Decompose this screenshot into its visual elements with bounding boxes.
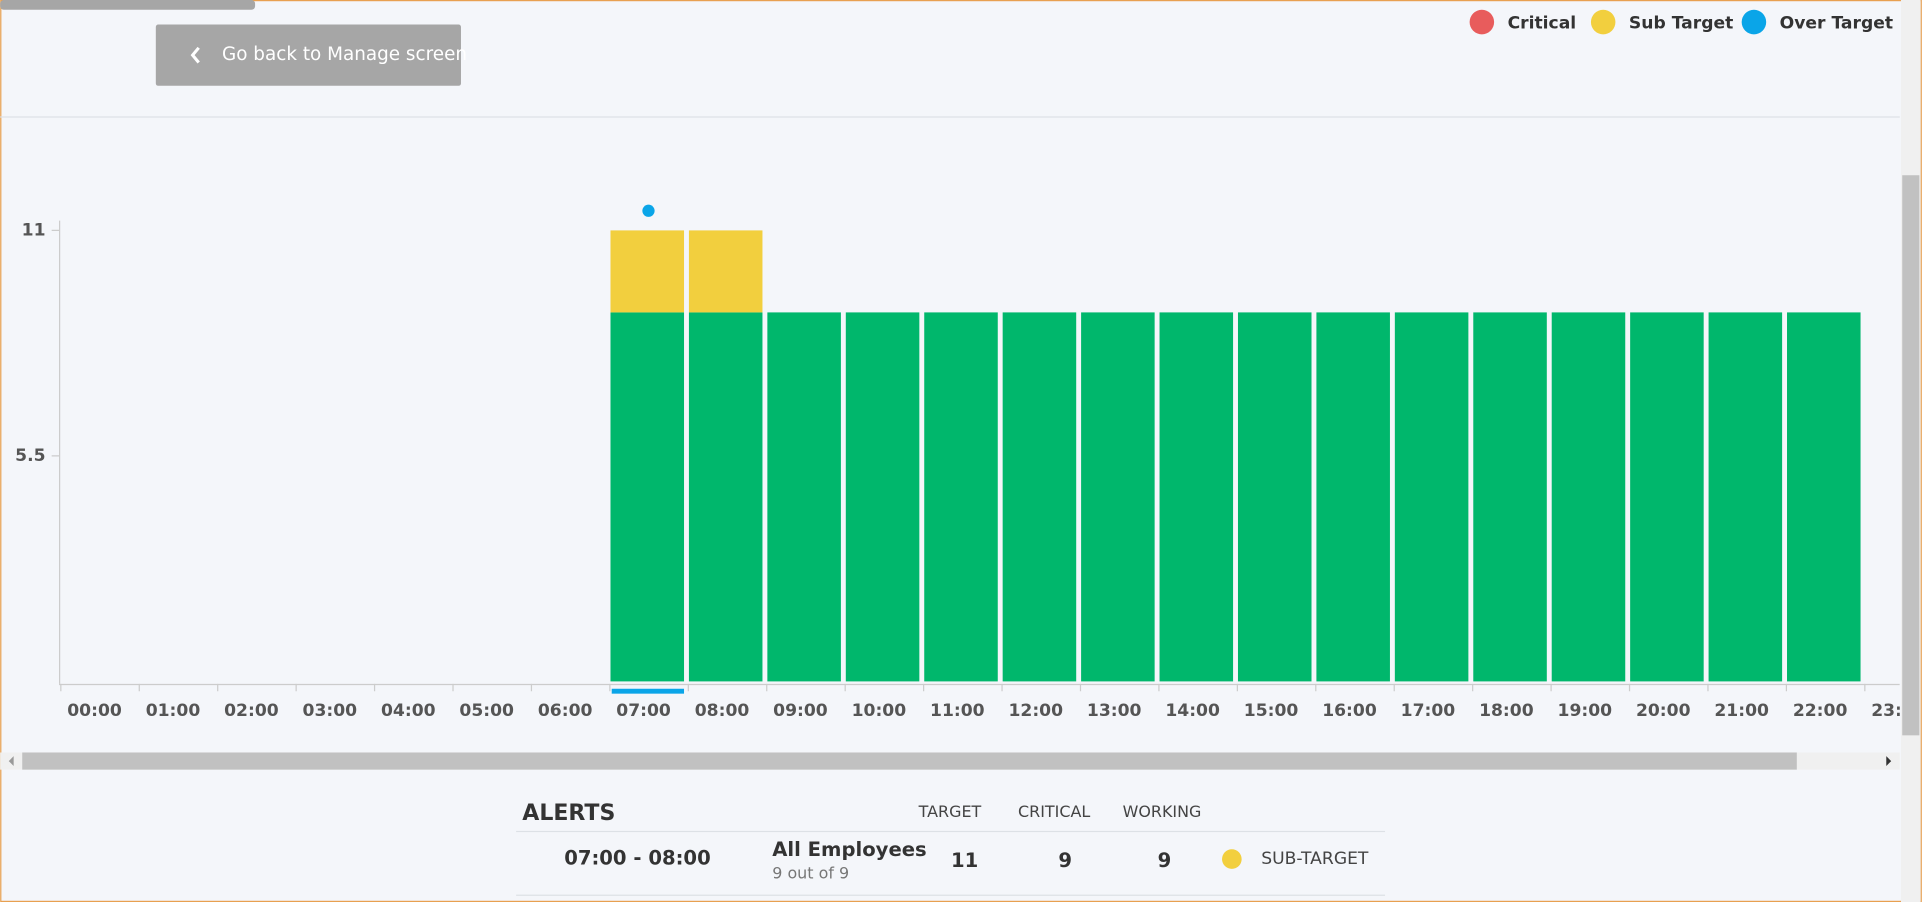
x-tick-label: 03:00 <box>303 701 358 721</box>
bar-segment <box>688 312 763 682</box>
bar-segment <box>1708 312 1783 682</box>
legend-label: Critical <box>1508 13 1577 33</box>
x-tick-label: 10:00 <box>852 701 907 721</box>
x-tick-label: 01:00 <box>146 701 201 721</box>
v-scrollbar[interactable] <box>1900 0 1921 902</box>
bar-segment <box>1159 312 1234 682</box>
bar-segment <box>610 312 685 682</box>
alerts-title: ALERTS <box>522 801 615 826</box>
alert-working: 9 <box>1158 849 1172 872</box>
legend-swatch <box>1741 9 1767 35</box>
x-tick-label: 13:00 <box>1087 701 1142 721</box>
x-tick-label: 14:00 <box>1165 701 1220 721</box>
chart: 5.5 11 00:00 01:00 02:00 03:00 04:00 05:00 06:00… <box>15 204 1922 721</box>
legend-label: Over Target <box>1780 13 1893 33</box>
column-header: CRITICAL <box>1018 802 1090 821</box>
h-scrollbar[interactable] <box>0 752 1900 770</box>
bar-segment <box>1787 312 1861 682</box>
alert-critical: 9 <box>1058 849 1072 872</box>
alert-detail: 9 out of 9 <box>772 863 849 882</box>
x-tick-label: 15:00 <box>1244 701 1299 721</box>
x-tick-label: 05:00 <box>459 701 514 721</box>
x-tick-label: 09:00 <box>773 701 828 721</box>
x-tick-label: 07:00 <box>616 701 671 721</box>
legend: Critical Sub Target Over Target <box>1469 9 1893 35</box>
bar-segment <box>1316 312 1390 682</box>
bar-segment <box>1081 312 1155 682</box>
x-tick-label: 21:00 <box>1714 701 1769 721</box>
x-tick-label: 18:00 <box>1479 701 1534 721</box>
x-tick-label: 06:00 <box>538 701 593 721</box>
legend-label: Sub Target <box>1629 13 1733 33</box>
back-button-label: Go back to Manage screen <box>222 44 467 65</box>
x-tick-label: 00:00 <box>67 701 122 721</box>
status-dot <box>1222 849 1242 869</box>
alert-time: 07:00 - 08:00 <box>564 847 711 870</box>
bar-segment <box>1473 312 1547 682</box>
x-tick-label: 17:00 <box>1401 701 1456 721</box>
bar-segment <box>610 230 685 313</box>
alert-target: 11 <box>951 849 978 872</box>
y-tick-label: 11 <box>22 220 46 240</box>
partial-button[interactable] <box>0 0 256 10</box>
x-tick-label: 16:00 <box>1322 701 1377 721</box>
x-tick-label: 12:00 <box>1008 701 1063 721</box>
bar-segment <box>924 312 998 682</box>
bar-segment <box>688 230 763 313</box>
bar-segment <box>767 312 841 682</box>
x-tick-label: 04:00 <box>381 701 436 721</box>
legend-swatch <box>1590 9 1616 35</box>
bar-segment <box>1551 312 1626 682</box>
x-tick-label: 08:00 <box>695 701 750 721</box>
back-button[interactable]: Go back to Manage screen <box>155 24 467 86</box>
x-tick-label: 20:00 <box>1636 701 1691 721</box>
selected-indicator <box>611 688 685 694</box>
bar-segment <box>1394 312 1469 682</box>
alerts-table: ALERTS TARGET CRITICAL WORKING 07:00 - 08:0… <box>516 801 1386 896</box>
column-header: TARGET <box>918 802 982 821</box>
legend-swatch <box>1469 9 1495 35</box>
x-tick-label: 11:00 <box>930 701 985 721</box>
x-tick-label: 22:00 <box>1793 701 1848 721</box>
bar-segment <box>1237 312 1312 682</box>
y-tick-label: 5.5 <box>15 446 45 466</box>
over-target-dot <box>642 204 655 217</box>
column-header: WORKING <box>1123 802 1202 821</box>
alert-status: SUB-TARGET <box>1261 849 1369 869</box>
bar-segment <box>1630 312 1704 682</box>
x-tick-label: 23:00 <box>1871 701 1922 721</box>
bar-segment <box>1002 312 1077 682</box>
bar-segment <box>845 312 920 682</box>
x-tick-label: 02:00 <box>224 701 279 721</box>
alert-group: All Employees <box>772 838 926 861</box>
x-tick-label: 19:00 <box>1558 701 1613 721</box>
